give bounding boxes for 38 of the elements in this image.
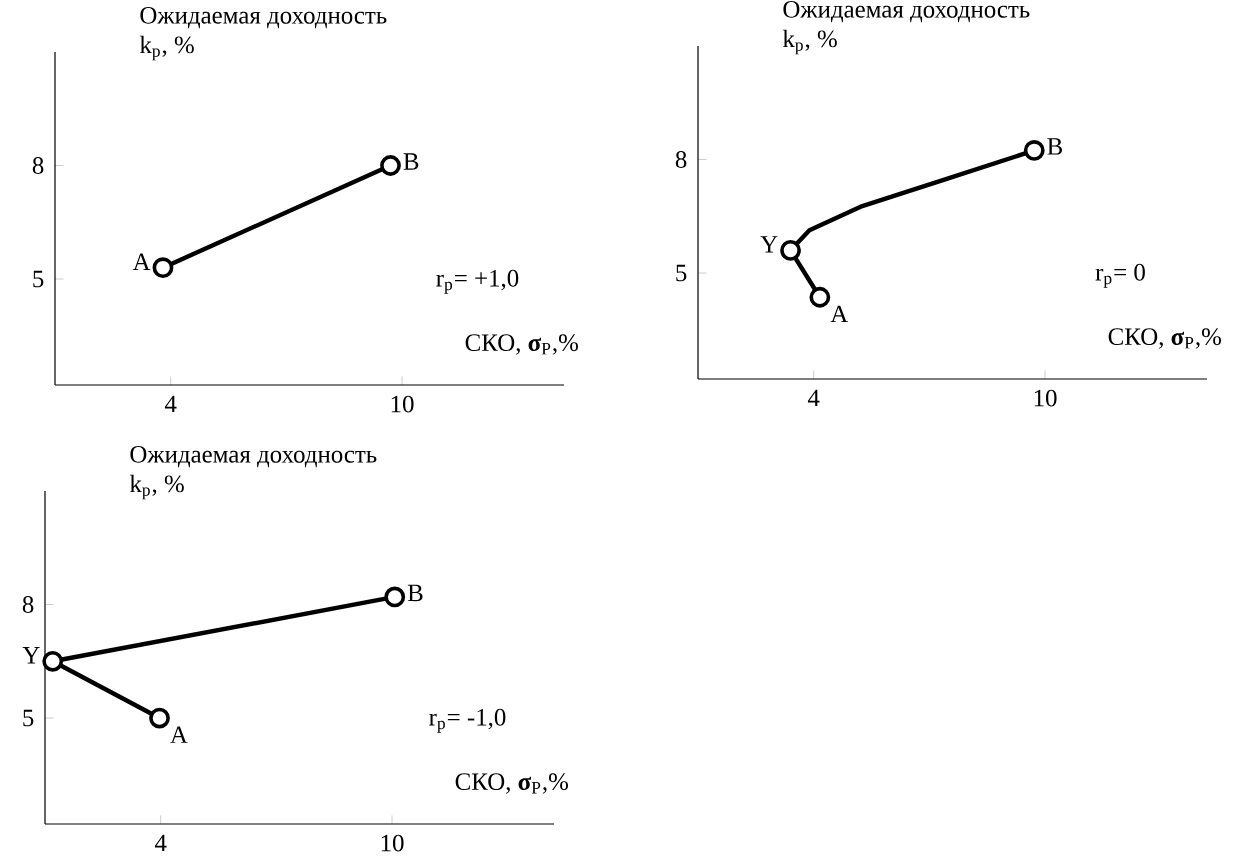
annotation: B: [407, 584, 423, 602]
y-tick-label: 5: [33, 270, 44, 288]
y-tick-label: 5: [676, 264, 687, 282]
x-axis-title: СКО, σ$_{P}$,%: [465, 334, 579, 355]
x-tick-label: 4: [154, 834, 167, 852]
point: [780, 240, 801, 261]
annotation: B: [1047, 138, 1063, 155]
y-axis-title: k$_{p}$, %: [139, 35, 194, 61]
chart-title: Ожидаемая доходность: [130, 446, 377, 468]
annotation: Y: [22, 647, 40, 664]
chart-title: Ожидаемая доходность: [783, 1, 1030, 23]
y-tick-label: 5: [23, 709, 34, 727]
x-tick-label: 4: [807, 389, 820, 407]
x-tick-label: 10: [391, 395, 414, 413]
annotation: r$_{p}$= -1,0: [429, 708, 506, 733]
chart-title: Ожидаемая доходность: [140, 7, 387, 29]
y-tick-label: 8: [22, 596, 34, 614]
point: [149, 707, 170, 729]
y-axis-title: k$_{p}$, %: [782, 29, 837, 55]
x-axis-title: СКО, σ$_{P}$,%: [1108, 328, 1222, 349]
annotation: A: [170, 726, 188, 743]
point: [809, 286, 831, 308]
annotation: B: [403, 153, 419, 170]
x-axis-title: СКО, σ$_{P}$,%: [455, 773, 569, 794]
point: [42, 650, 64, 672]
x-tick-label: 4: [164, 395, 177, 413]
x-tick-label: 10: [381, 834, 404, 852]
y-tick-label: 8: [675, 151, 687, 169]
annotation: Y: [760, 236, 778, 253]
y-tick-label: 8: [32, 157, 44, 175]
annotation: r$_{p}$= +1,0: [436, 269, 519, 294]
y-axis-title: k$_{p}$, %: [129, 474, 184, 500]
point: [1023, 140, 1045, 161]
annotation: A: [132, 253, 151, 270]
x-tick-label: 10: [1034, 389, 1057, 407]
point: [384, 586, 406, 608]
annotation: A: [830, 305, 849, 323]
annotation: r$_{p}$= 0: [1095, 263, 1145, 288]
